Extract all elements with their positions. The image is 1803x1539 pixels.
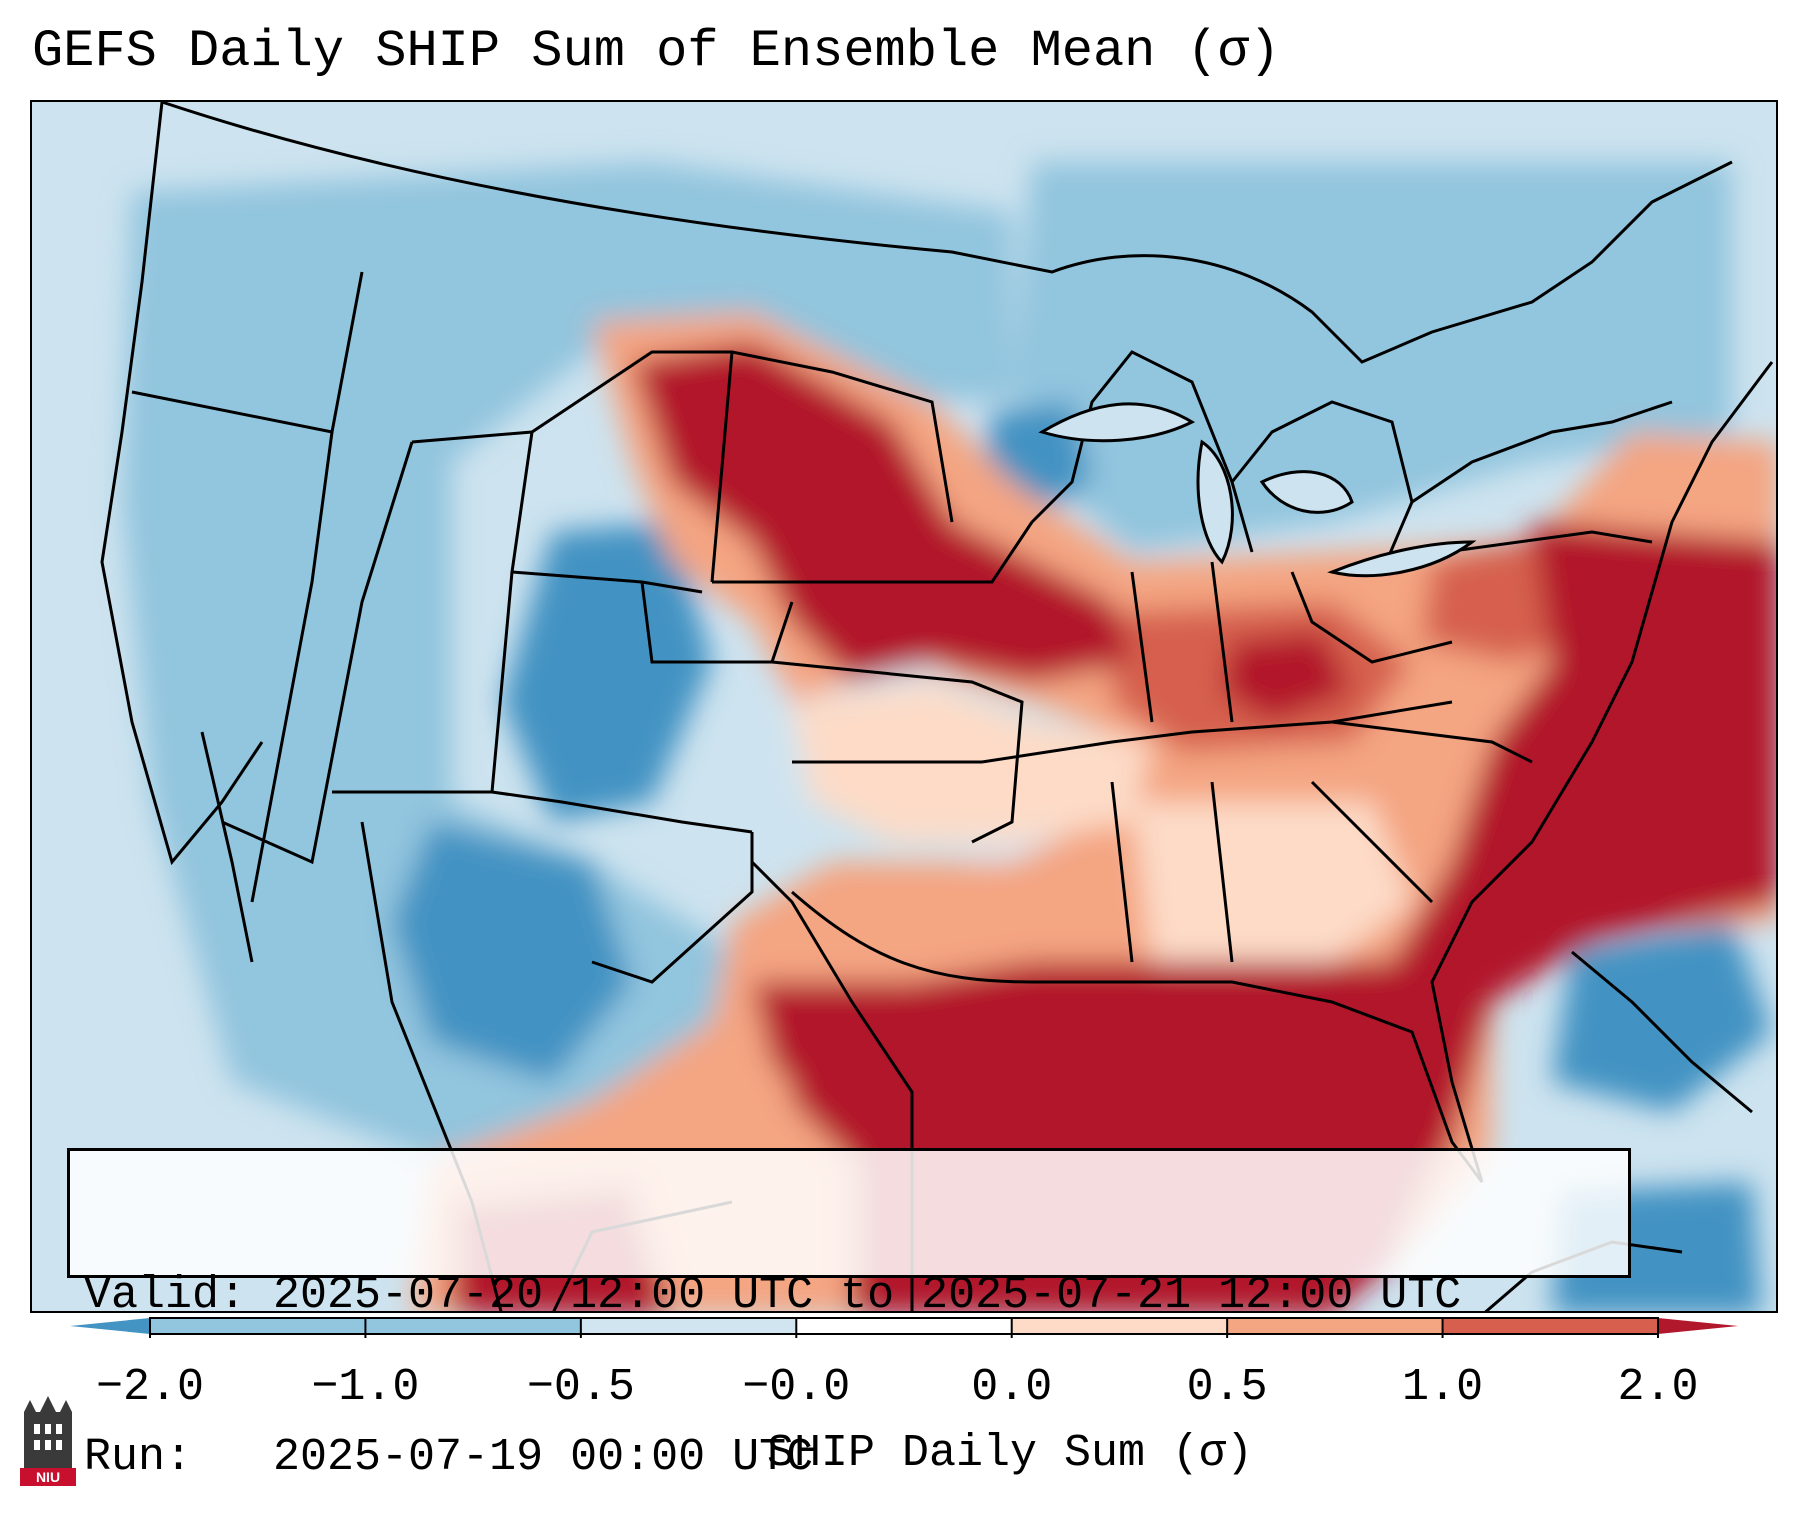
logo-text: NIU [36, 1469, 60, 1485]
colorbar-tick-label: −0.5 [526, 1362, 635, 1413]
colorbar [70, 1317, 1738, 1338]
colorbar-segment [1442, 1318, 1659, 1334]
valid-time-text: Valid: 2025-07-20 12:00 UTC to 2025-07-2… [84, 1270, 1462, 1321]
great-lakes [1038, 402, 1477, 578]
colorbar-extend-low [70, 1318, 150, 1334]
colorbar-tick-label: 2.0 [1617, 1362, 1699, 1413]
colorbar-tick-label: −2.0 [95, 1362, 205, 1413]
colorbar-segment [796, 1318, 1013, 1334]
colorbar-label: SHIP Daily Sum (σ) [766, 1428, 1254, 1479]
colorbar-segment [1011, 1318, 1228, 1334]
niu-tower-logo-icon: NIU [20, 1396, 76, 1486]
colorbar-tick-label: 0.5 [1186, 1362, 1268, 1413]
colorbar-tick-label: 1.0 [1402, 1362, 1484, 1413]
colorbar-tick-label: −1.0 [311, 1362, 420, 1413]
colorbar-segment [580, 1318, 797, 1334]
colorbar-tick-label: 0.0 [971, 1362, 1053, 1413]
map-panel [30, 100, 1778, 1313]
colorbar-segment [1227, 1318, 1444, 1334]
colorbar-tick-label: −0.0 [742, 1362, 851, 1413]
colorbar-segment [365, 1318, 582, 1334]
validity-info-box: Valid: 2025-07-20 12:00 UTC to 2025-07-2… [67, 1148, 1631, 1483]
colorbar-segment [150, 1318, 366, 1334]
boundary-lines [100, 102, 1774, 1311]
colorbar-extend-high [1658, 1318, 1738, 1334]
anomaly-map [32, 102, 1776, 1311]
map-title: GEFS Daily SHIP Sum of Ensemble Mean (σ) [32, 22, 1281, 81]
run-time-text: Run: 2025-07-19 00:00 UTC [84, 1432, 814, 1483]
